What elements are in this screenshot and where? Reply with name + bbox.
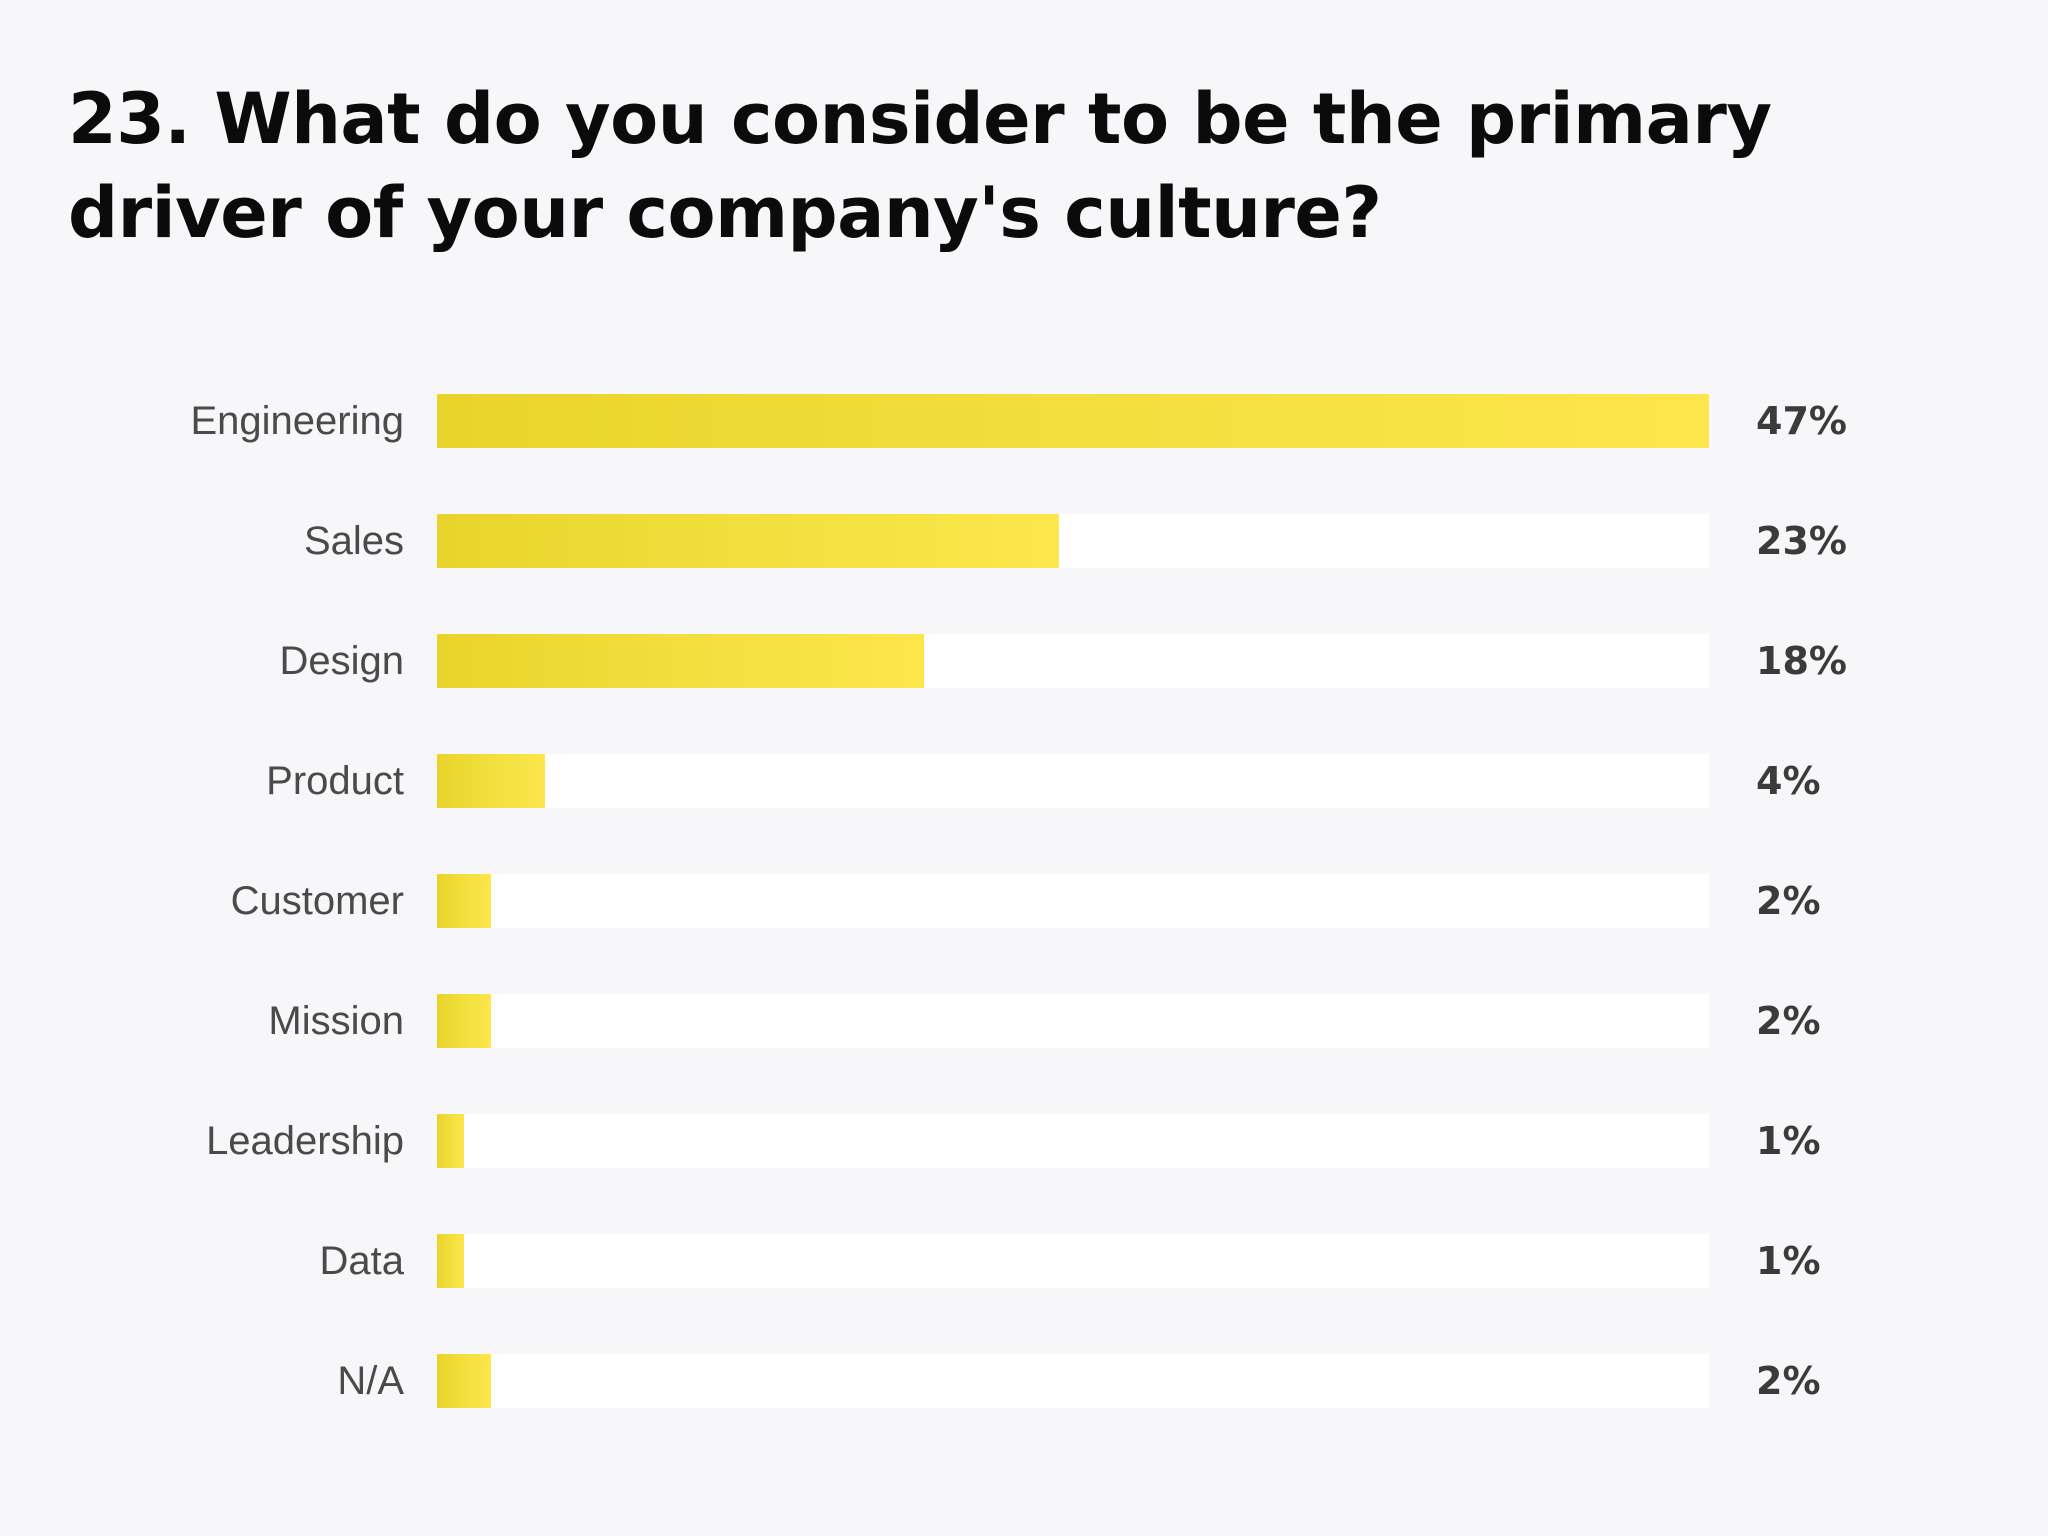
bar-track xyxy=(437,394,1709,448)
category-label: N/A xyxy=(337,1359,404,1403)
bar-track xyxy=(437,874,1709,928)
bar-track xyxy=(437,514,1709,568)
category-label: Customer xyxy=(230,879,404,923)
bar-row: Engineering 47% xyxy=(0,394,2048,448)
value-label: 18% xyxy=(1756,639,1847,683)
value-label: 2% xyxy=(1756,1359,1821,1403)
chart-title: 23. What do you consider to be the prima… xyxy=(68,78,1772,254)
value-label: 47% xyxy=(1756,399,1847,443)
bar xyxy=(437,1354,491,1408)
bar xyxy=(437,634,924,688)
value-label: 1% xyxy=(1756,1119,1821,1163)
category-label: Mission xyxy=(268,999,404,1043)
bar-row: Customer 2% xyxy=(0,874,2048,928)
bar xyxy=(437,874,491,928)
value-label: 1% xyxy=(1756,1239,1821,1283)
bar-track xyxy=(437,1354,1709,1408)
category-label: Leadership xyxy=(206,1119,404,1163)
bar-row: Sales 23% xyxy=(0,514,2048,568)
bar-track xyxy=(437,754,1709,808)
bar xyxy=(437,1234,464,1288)
bar xyxy=(437,754,545,808)
bar-row: Mission 2% xyxy=(0,994,2048,1048)
value-label: 2% xyxy=(1756,879,1821,923)
category-label: Data xyxy=(319,1239,405,1283)
value-label: 4% xyxy=(1756,759,1821,803)
bar xyxy=(437,994,491,1048)
bar-row: N/A 2% xyxy=(0,1354,2048,1408)
bar-track xyxy=(437,634,1709,688)
bar-track xyxy=(437,1114,1709,1168)
bar xyxy=(437,514,1059,568)
bar-row: Design 18% xyxy=(0,634,2048,688)
category-label: Design xyxy=(279,639,404,683)
category-label: Engineering xyxy=(190,399,405,443)
bar-row: Product 4% xyxy=(0,754,2048,808)
bar-track xyxy=(437,1234,1709,1288)
bar xyxy=(437,1114,464,1168)
bar-row: Leadership 1% xyxy=(0,1114,2048,1168)
value-label: 23% xyxy=(1756,519,1847,563)
bar-row: Data 1% xyxy=(0,1234,2048,1288)
bar xyxy=(437,394,1709,448)
category-label: Product xyxy=(266,759,404,803)
category-label: Sales xyxy=(303,519,404,563)
bar-track xyxy=(437,994,1709,1048)
value-label: 2% xyxy=(1756,999,1821,1043)
